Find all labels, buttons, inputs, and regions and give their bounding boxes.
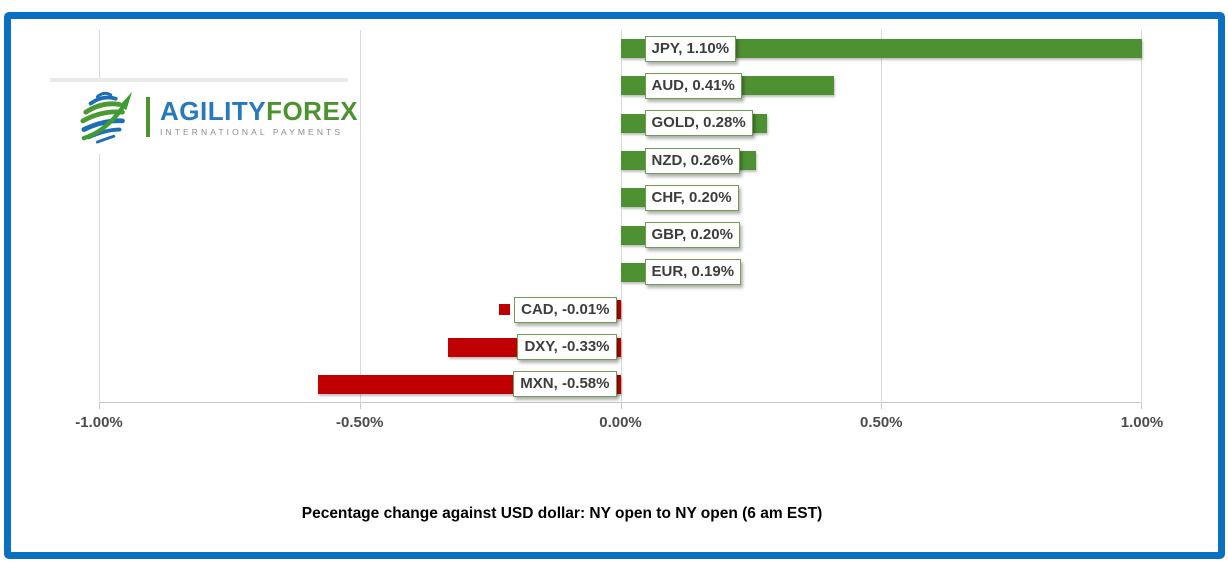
bar-row: AUD, 0.41% [99, 67, 1142, 104]
bar-row: MXN, -0.58% [99, 366, 1142, 403]
bar-label-eur: EUR, 0.19% [644, 259, 742, 286]
logo-box: AGILITYFOREX INTERNATIONAL PAYMENTS [50, 78, 358, 154]
bar-row: DXY, -0.33% [99, 328, 1142, 365]
x-tick-label: -0.50% [335, 414, 384, 431]
bar-label-gold: GOLD, 0.28% [644, 110, 753, 137]
x-tick-label: 0.50% [859, 414, 903, 431]
gridline [359, 30, 361, 403]
x-tick-label: 0.00% [599, 414, 642, 431]
chart-caption: Pecentage change against USD dollar: NY … [301, 505, 823, 522]
bar-label-wrap: CHF, 0.20% [644, 184, 739, 211]
chart-plot-area: JPY, 1.10% AUD, 0.41% GOLD, 0.28% NZD, 0.26… [75, 30, 1163, 431]
brand-tagline: INTERNATIONAL PAYMENTS [160, 126, 344, 137]
bar-row: CHF, 0.20% [99, 179, 1142, 216]
bar-label-wrap: NZD, 0.26% [644, 147, 741, 174]
bar-label-wrap: GOLD, 0.28% [644, 110, 753, 137]
bar-label-dxy: DXY, -0.33% [517, 334, 617, 361]
x-tick-label: 1.00% [1120, 414, 1164, 431]
bar-label-gbp: GBP, 0.20% [644, 222, 740, 249]
bar-row: JPY, 1.10% [99, 30, 1142, 67]
legend-key-square [499, 304, 511, 316]
agilityforex-globe-icon [80, 91, 133, 144]
gridline [99, 30, 100, 403]
axis-tick-mark [359, 403, 361, 409]
bar-row: NZD, 0.26% [99, 142, 1142, 179]
logo-top-strip [50, 78, 348, 82]
axis-tick-mark [1141, 403, 1142, 409]
bar-label-wrap: AUD, 0.41% [644, 72, 742, 99]
bar-label-mxn: MXN, -0.58% [513, 371, 617, 398]
bar-label-jpy: JPY, 1.10% [644, 35, 737, 62]
arrow-head [119, 91, 133, 111]
bar-row: CAD, -0.01% [99, 291, 1142, 328]
bar-label-nzd: NZD, 0.26% [644, 147, 741, 174]
bar-label-aud: AUD, 0.41% [644, 72, 742, 99]
brand-wordmark: AGILITYFOREX [160, 98, 358, 124]
gridline [1141, 30, 1142, 403]
bar-label-wrap: JPY, 1.10% [644, 35, 737, 62]
brand-forex: FOREX [266, 95, 359, 126]
axis-tick-mark [881, 403, 883, 409]
axis-tick-mark [99, 403, 100, 409]
bar-jpy [620, 39, 1142, 59]
gridline [881, 30, 883, 403]
bar-label-wrap: CAD, -0.01% [499, 296, 617, 323]
bar-row: EUR, 0.19% [99, 254, 1142, 291]
brand-agility: AGILITY [160, 95, 267, 126]
bar-row: GOLD, 0.28% [99, 105, 1142, 142]
bar-label-cad: CAD, -0.01% [514, 296, 617, 323]
bar-label-wrap: MXN, -0.58% [513, 371, 617, 398]
bar-label-wrap: DXY, -0.33% [517, 334, 617, 361]
logo-separator [146, 97, 150, 137]
bar-row: GBP, 0.20% [99, 217, 1142, 254]
axis-tick-mark [620, 403, 622, 409]
gridline [620, 30, 622, 403]
bar-label-chf: CHF, 0.20% [644, 184, 739, 211]
bar-label-wrap: GBP, 0.20% [644, 222, 740, 249]
bar-label-wrap: EUR, 0.19% [644, 259, 742, 286]
bar-cad [615, 300, 621, 320]
x-tick-label: -1.00% [75, 414, 123, 431]
